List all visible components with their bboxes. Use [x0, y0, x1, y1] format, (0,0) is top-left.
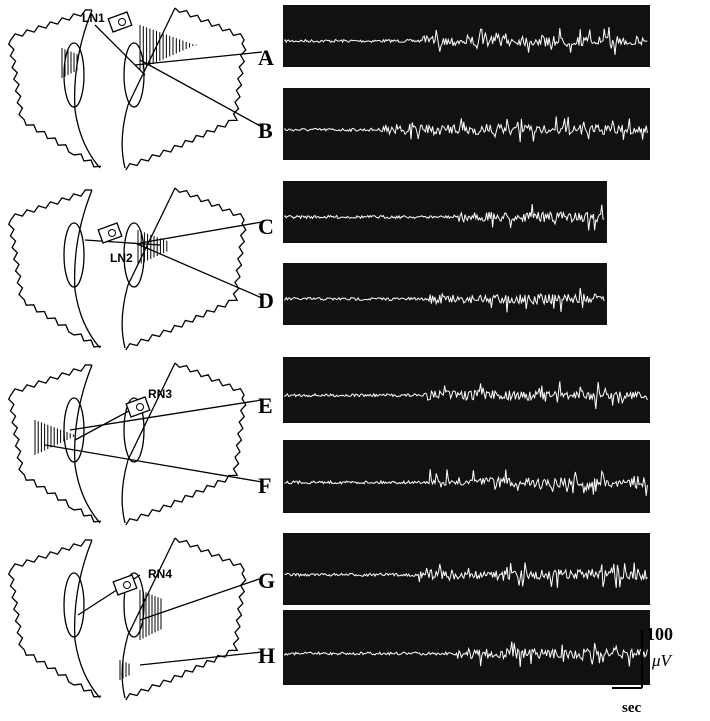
- wing-outline: [122, 188, 175, 348]
- wing-pair: [9, 538, 246, 700]
- wing-outline: [9, 365, 101, 522]
- electrode-tip: [109, 230, 116, 237]
- wing-outline: [9, 190, 101, 347]
- recording-panel: [283, 533, 650, 605]
- figure: LN1 LN2 RN3 RN4 A B C D E F G H 100 μV s…: [0, 0, 710, 721]
- trace-label: C: [258, 214, 274, 239]
- pointer-line: [140, 60, 262, 127]
- wing-outline: [126, 363, 246, 525]
- recording-panel: [283, 440, 650, 513]
- pointer-line: [95, 25, 145, 75]
- wing-outline: [126, 188, 246, 350]
- trace-label: G: [258, 568, 275, 593]
- wing-drawings: [9, 8, 262, 700]
- wing-outline: [75, 540, 100, 698]
- recording-panel: [283, 263, 607, 325]
- wing-outline: [122, 8, 175, 168]
- recording-panel: [283, 88, 650, 160]
- nerve-label: LN2: [110, 251, 133, 265]
- trace-label: F: [258, 473, 271, 498]
- trace-label: A: [258, 45, 274, 70]
- pointer-line: [140, 652, 262, 665]
- recording-panel: [283, 610, 650, 685]
- pointer-line: [70, 400, 262, 430]
- nerve-label: LN1: [82, 11, 105, 25]
- scale-amplitude: 100: [646, 624, 673, 644]
- trace-label: E: [258, 393, 273, 418]
- wing-pair: [9, 188, 246, 350]
- trace-label: D: [258, 288, 274, 313]
- recording-panel: [283, 357, 650, 423]
- recording-panel: [283, 5, 650, 67]
- wing-outline: [75, 365, 100, 523]
- wing-pair: [9, 8, 246, 170]
- wing-outline: [9, 10, 101, 167]
- scale-time: sec: [622, 700, 641, 716]
- wing-outline: [75, 10, 100, 168]
- nerve-label: RN3: [148, 387, 172, 401]
- electrode-tip: [119, 19, 126, 26]
- scale-unit: μV: [651, 651, 674, 670]
- trace-label: B: [258, 118, 273, 143]
- recording-panel: [283, 181, 607, 243]
- electrode-tip: [124, 582, 131, 589]
- wing-outline: [9, 540, 101, 697]
- nerve-label: RN4: [148, 567, 172, 581]
- wing-outline: [75, 190, 100, 348]
- wing-vein: [124, 43, 144, 107]
- trace-label: H: [258, 643, 275, 668]
- electrode-tip: [137, 404, 144, 411]
- recordings: [283, 5, 650, 685]
